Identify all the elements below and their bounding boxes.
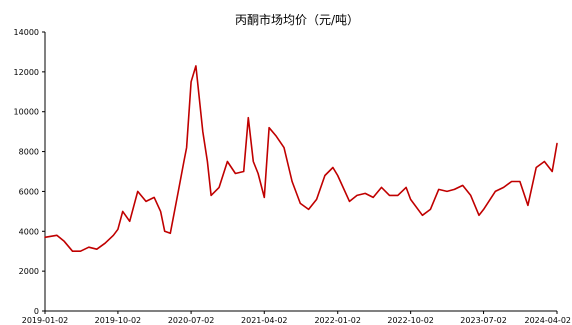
x-axis: 2019-01-02 2019-10-02 2020-07-02 2021-04-02…: [22, 310, 572, 325]
x-tick-label: 2019-01-02: [22, 316, 69, 325]
x-tick-label: 2022-01-02: [314, 316, 361, 325]
x-tick-label: 2020-07-02: [168, 316, 215, 325]
y-tick-label: 6000: [19, 187, 39, 196]
y-tick-label: 4000: [19, 227, 39, 236]
y-tick-label: 0: [34, 307, 39, 316]
y-tick-label: 2000: [19, 267, 39, 276]
y-tick-label: 10000: [14, 108, 39, 117]
x-tick-label: 2019-10-02: [95, 316, 142, 325]
y-tick-label: 12000: [14, 68, 39, 77]
x-tick-label: 2023-07-02: [460, 316, 507, 325]
x-tick-label: 2024-04-02: [525, 316, 572, 325]
y-axis: 0 2000 4000 6000 8000 10000 12000 14000: [14, 28, 46, 316]
series-line: [44, 65, 558, 252]
y-tick-label: 14000: [14, 28, 39, 37]
x-tick-label: 2021-04-02: [241, 316, 288, 325]
chart-title: 丙酮市场均价（元/吨）: [235, 12, 359, 27]
series-group: [44, 65, 558, 252]
y-tick-label: 8000: [19, 148, 39, 157]
x-tick-label: 2022-10-02: [387, 316, 434, 325]
